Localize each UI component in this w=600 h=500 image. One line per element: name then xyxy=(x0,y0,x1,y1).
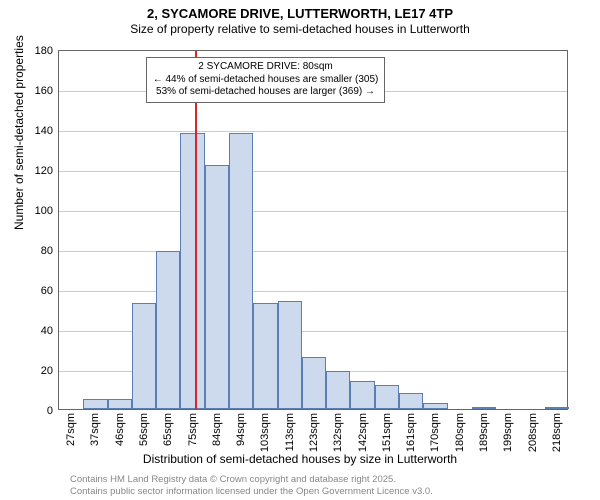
chart-title: 2, SYCAMORE DRIVE, LUTTERWORTH, LE17 4TP xyxy=(0,6,600,21)
histogram-bar xyxy=(132,303,156,409)
x-tick-label: 180sqm xyxy=(454,413,466,452)
histogram-bar xyxy=(326,371,350,409)
histogram-bar xyxy=(83,399,107,409)
x-tick-label: 189sqm xyxy=(478,413,490,452)
gridline xyxy=(59,251,567,252)
x-tick-label: 132sqm xyxy=(332,413,344,452)
chart-area: 02040608010012014016018027sqm37sqm46sqm5… xyxy=(58,50,568,410)
y-tick-label: 160 xyxy=(35,85,53,97)
x-tick-label: 123sqm xyxy=(308,413,320,452)
x-tick-label: 170sqm xyxy=(429,413,441,452)
title-block: 2, SYCAMORE DRIVE, LUTTERWORTH, LE17 4TP… xyxy=(0,0,600,36)
gridline xyxy=(59,291,567,292)
y-tick-label: 120 xyxy=(35,165,53,177)
x-axis-label: Distribution of semi-detached houses by … xyxy=(0,452,600,466)
y-tick-label: 60 xyxy=(41,285,53,297)
y-tick-label: 80 xyxy=(41,245,53,257)
x-tick-label: 27sqm xyxy=(65,413,77,446)
x-tick-label: 208sqm xyxy=(527,413,539,452)
x-tick-label: 46sqm xyxy=(114,413,126,446)
x-tick-label: 142sqm xyxy=(357,413,369,452)
y-tick-label: 20 xyxy=(41,365,53,377)
x-tick-label: 56sqm xyxy=(138,413,150,446)
histogram-bar xyxy=(278,301,302,409)
plot-area: 02040608010012014016018027sqm37sqm46sqm5… xyxy=(58,50,568,410)
marker-callout: 2 SYCAMORE DRIVE: 80sqm← 44% of semi-det… xyxy=(146,57,386,103)
histogram-bar xyxy=(108,399,132,409)
histogram-bar xyxy=(399,393,423,409)
histogram-bar xyxy=(156,251,180,409)
histogram-bar xyxy=(545,407,569,409)
x-tick-label: 218sqm xyxy=(551,413,563,452)
histogram-bar xyxy=(375,385,399,409)
marker-line xyxy=(195,51,197,409)
x-tick-label: 94sqm xyxy=(235,413,247,446)
y-tick-label: 180 xyxy=(35,45,53,57)
gridline xyxy=(59,131,567,132)
x-tick-label: 199sqm xyxy=(502,413,514,452)
x-tick-label: 113sqm xyxy=(284,413,296,451)
histogram-bar xyxy=(253,303,277,409)
chart-subtitle: Size of property relative to semi-detach… xyxy=(0,22,600,36)
y-tick-label: 40 xyxy=(41,325,53,337)
y-tick-label: 100 xyxy=(35,205,53,217)
callout-line-smaller: ← 44% of semi-detached houses are smalle… xyxy=(153,74,379,87)
gridline xyxy=(59,211,567,212)
x-tick-label: 103sqm xyxy=(259,413,271,452)
histogram-bar xyxy=(423,403,447,409)
x-tick-label: 37sqm xyxy=(89,413,101,446)
gridline xyxy=(59,171,567,172)
y-axis-label: Number of semi-detached properties xyxy=(12,35,26,230)
histogram-bar xyxy=(350,381,374,409)
histogram-bar xyxy=(205,165,229,409)
x-tick-label: 65sqm xyxy=(162,413,174,446)
x-tick-label: 84sqm xyxy=(211,413,223,446)
x-tick-label: 151sqm xyxy=(381,413,393,452)
y-tick-label: 0 xyxy=(47,405,53,417)
histogram-bar xyxy=(229,133,253,409)
histogram-bar xyxy=(472,407,496,409)
footer-attribution: Contains HM Land Registry data © Crown c… xyxy=(70,474,433,497)
histogram-bar xyxy=(180,133,204,409)
callout-title: 2 SYCAMORE DRIVE: 80sqm xyxy=(153,61,379,74)
footer-line-1: Contains HM Land Registry data © Crown c… xyxy=(70,474,433,485)
x-tick-label: 75sqm xyxy=(187,413,199,446)
histogram-bar xyxy=(302,357,326,409)
y-tick-label: 140 xyxy=(35,125,53,137)
footer-line-2: Contains public sector information licen… xyxy=(70,486,433,497)
x-tick-label: 161sqm xyxy=(405,413,417,452)
callout-line-larger: 53% of semi-detached houses are larger (… xyxy=(153,86,379,99)
